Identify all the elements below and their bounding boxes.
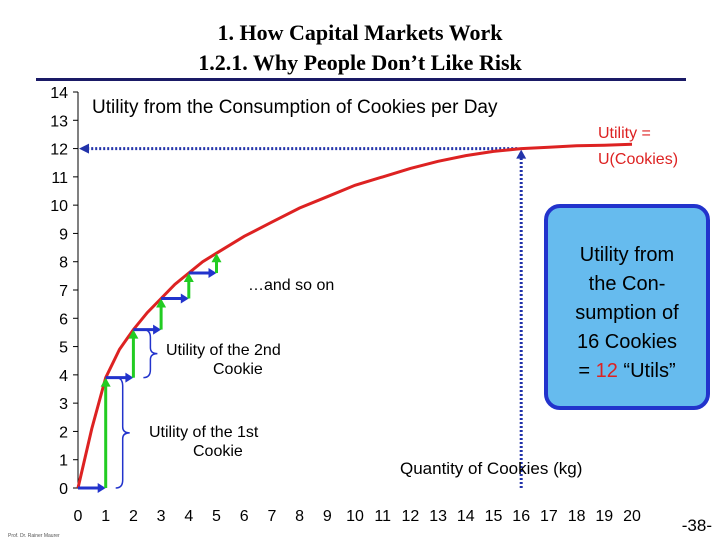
page-number: -38- — [681, 516, 712, 535]
x-tick-label: 2 — [129, 508, 138, 525]
y-tick-label: 11 — [51, 170, 68, 187]
y-tick-label: 2 — [59, 424, 68, 441]
quantity-step-arrowhead — [180, 293, 189, 304]
x-tick-label: 5 — [212, 508, 221, 525]
reference-horizontal-arrowhead — [79, 143, 89, 154]
utility-gain-arrowhead — [100, 377, 111, 387]
y-tick-label: 9 — [59, 226, 68, 243]
x-tick-label: 6 — [240, 508, 249, 525]
slide-title-line-2: 1.2.1. Why People Don’t Like Risk — [198, 50, 522, 75]
callout-line-4: 16 Cookies — [577, 331, 677, 353]
reference-vertical-arrowhead — [516, 149, 527, 159]
y-tick-label: 1 — [59, 453, 68, 470]
y-tick-label: 6 — [59, 311, 68, 328]
slide-title-line-1: 1. How Capital Markets Work — [217, 20, 503, 45]
utility-curve — [76, 142, 633, 489]
quantity-step-arrowhead — [153, 324, 162, 335]
second-cookie-brace — [143, 328, 158, 379]
x-tick-label: 11 — [374, 508, 391, 525]
callout-box — [544, 204, 710, 410]
x-tick-label: 7 — [267, 508, 276, 525]
x-tick-label: 20 — [623, 508, 641, 525]
y-tick-label: 12 — [50, 142, 68, 159]
x-tick-label: 17 — [540, 508, 558, 525]
first-cookie-label-line-1: Utility of the 1st — [149, 424, 259, 441]
y-tick-label: 5 — [59, 340, 68, 357]
y-tick-label: 14 — [50, 85, 68, 102]
second-cookie-label-line-2: Cookie — [213, 361, 263, 378]
callout-utils-value: 12 — [596, 360, 618, 382]
x-tick-label: 15 — [485, 508, 503, 525]
x-tick-label: 16 — [512, 508, 530, 525]
x-tick-label: 13 — [429, 508, 447, 525]
x-tick-label: 12 — [402, 508, 420, 525]
and-so-on-label: …and so on — [248, 277, 334, 294]
x-tick-label: 8 — [295, 508, 304, 525]
x-tick-label: 10 — [346, 508, 364, 525]
x-tick-label: 3 — [157, 508, 166, 525]
y-tick-label: 8 — [59, 255, 68, 272]
y-tick-label: 13 — [50, 113, 68, 130]
quantity-step-arrowhead — [97, 483, 106, 493]
second-cookie-label-line-1: Utility of the 2nd — [166, 342, 281, 359]
callout-line-5-prefix: = — [578, 360, 595, 382]
quantity-step-arrowhead — [125, 372, 134, 383]
x-tick-label: 14 — [457, 508, 475, 525]
curve-label-line-2: U(Cookies) — [598, 151, 678, 168]
first-cookie-label-line-2: Cookie — [193, 443, 243, 460]
callout-line-1: Utility from — [580, 244, 674, 266]
y-tick-label: 3 — [59, 396, 68, 413]
callout-line-3: sumption of — [575, 302, 679, 324]
x-axis-label: Quantity of Cookies (kg) — [400, 459, 582, 478]
chart-marks — [76, 142, 633, 493]
callout-line-5: = 12 “Utils” — [578, 360, 675, 382]
utility-gain-arrowhead — [156, 298, 167, 308]
x-tick-label: 4 — [184, 508, 193, 525]
title-divider — [36, 78, 686, 81]
chart-title: Utility from the Consumption of Cookies … — [92, 97, 498, 118]
quantity-step-arrowhead — [208, 268, 217, 279]
y-tick-label: 10 — [50, 198, 68, 215]
y-tick-label: 4 — [59, 368, 68, 385]
callout-line-2: the Con- — [589, 273, 666, 295]
footer-author: Prof. Dr. Rainer Maurer — [8, 533, 60, 539]
utility-gain-arrowhead — [128, 329, 139, 339]
utility-gain-arrowhead — [211, 253, 222, 263]
curve-label-line-1: Utility = — [598, 125, 651, 142]
y-tick-label: 0 — [59, 481, 68, 498]
x-tick-label: 18 — [568, 508, 586, 525]
x-tick-label: 0 — [74, 508, 83, 525]
x-tick-label: 9 — [323, 508, 332, 525]
utility-gain-arrowhead — [183, 273, 194, 283]
first-cookie-brace — [115, 376, 130, 489]
y-tick-label: 7 — [59, 283, 68, 300]
x-tick-label: 19 — [595, 508, 613, 525]
callout-line-5-suffix: “Utils” — [618, 360, 676, 382]
x-tick-label: 1 — [101, 508, 110, 525]
